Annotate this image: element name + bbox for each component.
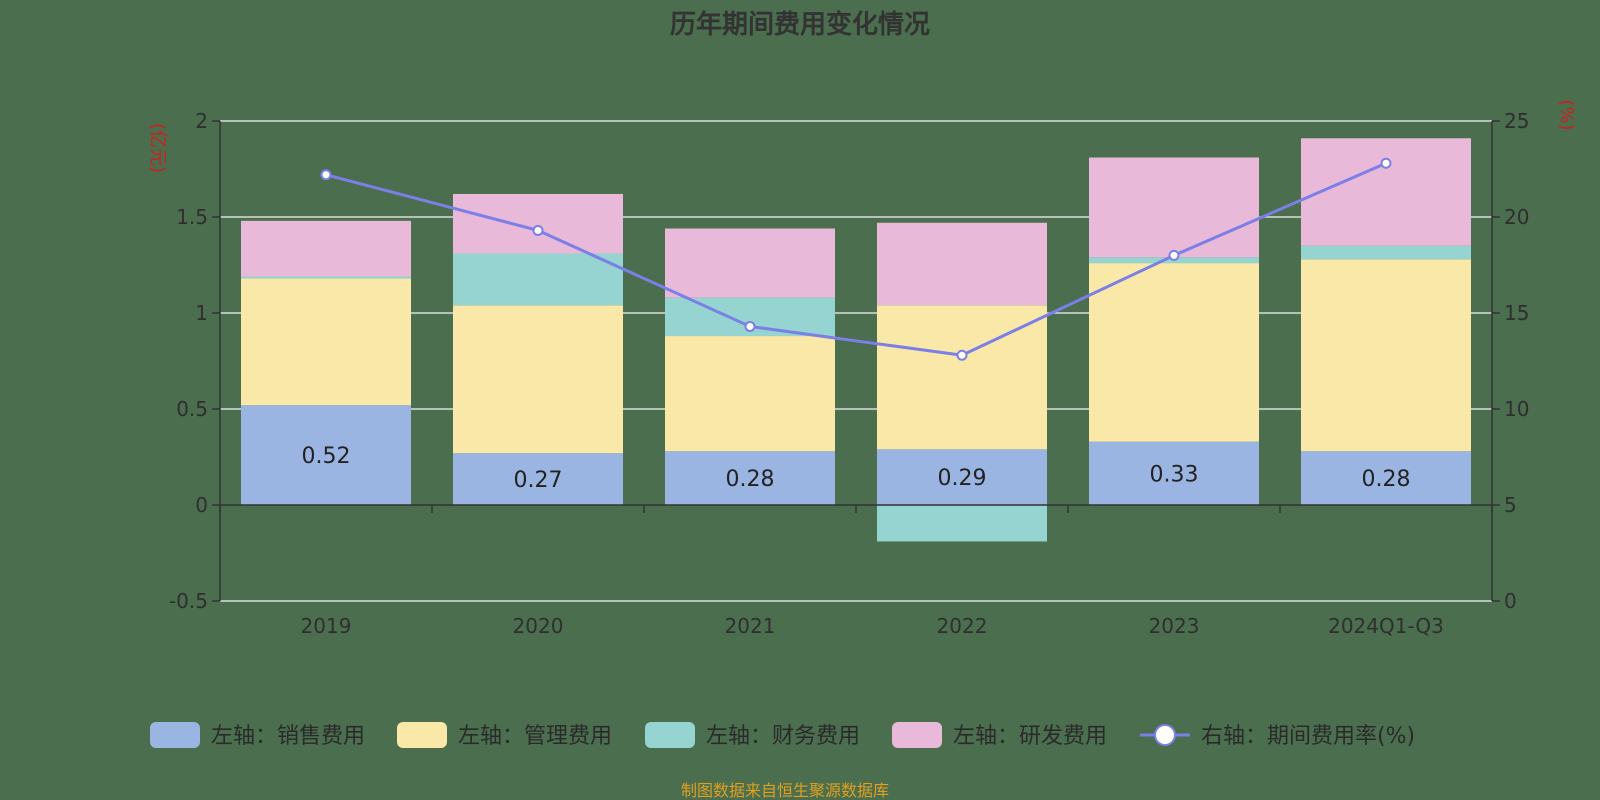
right-axis-tick-label: 20 xyxy=(1504,205,1529,229)
bar-segment xyxy=(453,253,623,306)
left-axis-unit: (亿元) xyxy=(147,123,168,173)
legend-swatch xyxy=(150,722,200,748)
x-axis-tick-label: 2020 xyxy=(513,614,564,638)
rate-line-point xyxy=(956,349,968,361)
x-axis-tick-label: 2019 xyxy=(301,614,352,638)
left-axis-tick-label: 1.5 xyxy=(176,205,208,229)
bar-segment xyxy=(1301,138,1471,246)
rate-line xyxy=(320,157,1392,361)
left-axis-tick-label: 1 xyxy=(195,301,208,325)
right-axis-tick-label: 5 xyxy=(1504,493,1517,517)
right-axis-tick-label: 25 xyxy=(1504,109,1529,133)
bar-value-label: 0.27 xyxy=(514,468,563,493)
x-axis-tick-label: 2023 xyxy=(1149,614,1200,638)
bar-segment xyxy=(241,405,411,505)
gridlines xyxy=(220,120,1492,602)
right-axis-tick-label: 0 xyxy=(1504,589,1517,613)
rate-line-point xyxy=(320,169,332,181)
bar-segment xyxy=(1089,157,1259,258)
x-axis-tick-label: 2024Q1-Q3 xyxy=(1328,614,1444,638)
rate-line-point xyxy=(1380,157,1392,169)
x-axis-tick-label: 2021 xyxy=(725,614,776,638)
right-axis-tick-label: 10 xyxy=(1504,397,1529,421)
bar-value-label: 0.29 xyxy=(938,466,987,491)
legend-swatch xyxy=(645,722,695,748)
left-axis-tick-label: 0 xyxy=(195,493,208,517)
bar-segment xyxy=(665,336,835,452)
left-axis-tick-label: -0.5 xyxy=(169,589,208,613)
bar-segment xyxy=(453,305,623,454)
right-axis-unit: (%) xyxy=(1556,99,1577,130)
rate-line-path xyxy=(325,161,1387,357)
data-labels: 0.52 0.27 0.28 0.29 0.33 0.28 xyxy=(302,444,1411,493)
bar-segment xyxy=(877,505,1047,542)
bar-segment xyxy=(453,193,623,254)
legend-label: 左轴：财务费用 xyxy=(706,724,860,749)
rate-line-point xyxy=(744,320,756,332)
rate-line-point xyxy=(1168,249,1180,261)
chart-title: 历年期间费用变化情况 xyxy=(670,9,930,40)
right-axis-tick-label: 15 xyxy=(1504,301,1529,325)
bar-segment xyxy=(877,449,1047,505)
legend-label: 左轴：研发费用 xyxy=(953,724,1107,749)
legend-swatch xyxy=(892,722,942,748)
rate-line-point xyxy=(532,224,544,236)
bar-segment xyxy=(1089,263,1259,442)
bar-segment xyxy=(1089,441,1259,505)
bar-segment xyxy=(877,222,1047,306)
legend: 左轴：销售费用 左轴：管理费用 左轴：财务费用 左轴：研发费用 右轴：期间费用率(%) xyxy=(150,722,1415,749)
bar-segment xyxy=(1301,451,1471,505)
legend-label: 左轴：销售费用 xyxy=(211,724,365,749)
left-axis-tick-label: 2 xyxy=(195,109,208,133)
left-axis-tick-label: 0.5 xyxy=(176,397,208,421)
bar-segment xyxy=(1301,259,1471,452)
bar-segment xyxy=(241,220,411,277)
source-note: 制图数据来自恒生聚源数据库 xyxy=(681,781,889,800)
bar-value-label: 0.52 xyxy=(302,444,351,469)
bar-segment xyxy=(665,451,835,505)
bar-segment xyxy=(241,276,411,279)
legend-line-marker xyxy=(1154,724,1176,746)
legend-label: 右轴：期间费用率(%) xyxy=(1201,724,1415,749)
bar-value-label: 0.33 xyxy=(1150,462,1199,487)
bar-segment xyxy=(453,453,623,505)
legend-swatch xyxy=(397,722,447,748)
bar-value-label: 0.28 xyxy=(726,467,775,492)
bar-segment xyxy=(665,228,835,298)
x-axis-tick-label: 2022 xyxy=(937,614,988,638)
bar-value-label: 0.28 xyxy=(1362,467,1411,492)
bar-segment xyxy=(241,278,411,406)
bars xyxy=(241,138,1471,542)
legend-label: 左轴：管理费用 xyxy=(458,724,612,749)
bar-segment xyxy=(1301,245,1471,260)
